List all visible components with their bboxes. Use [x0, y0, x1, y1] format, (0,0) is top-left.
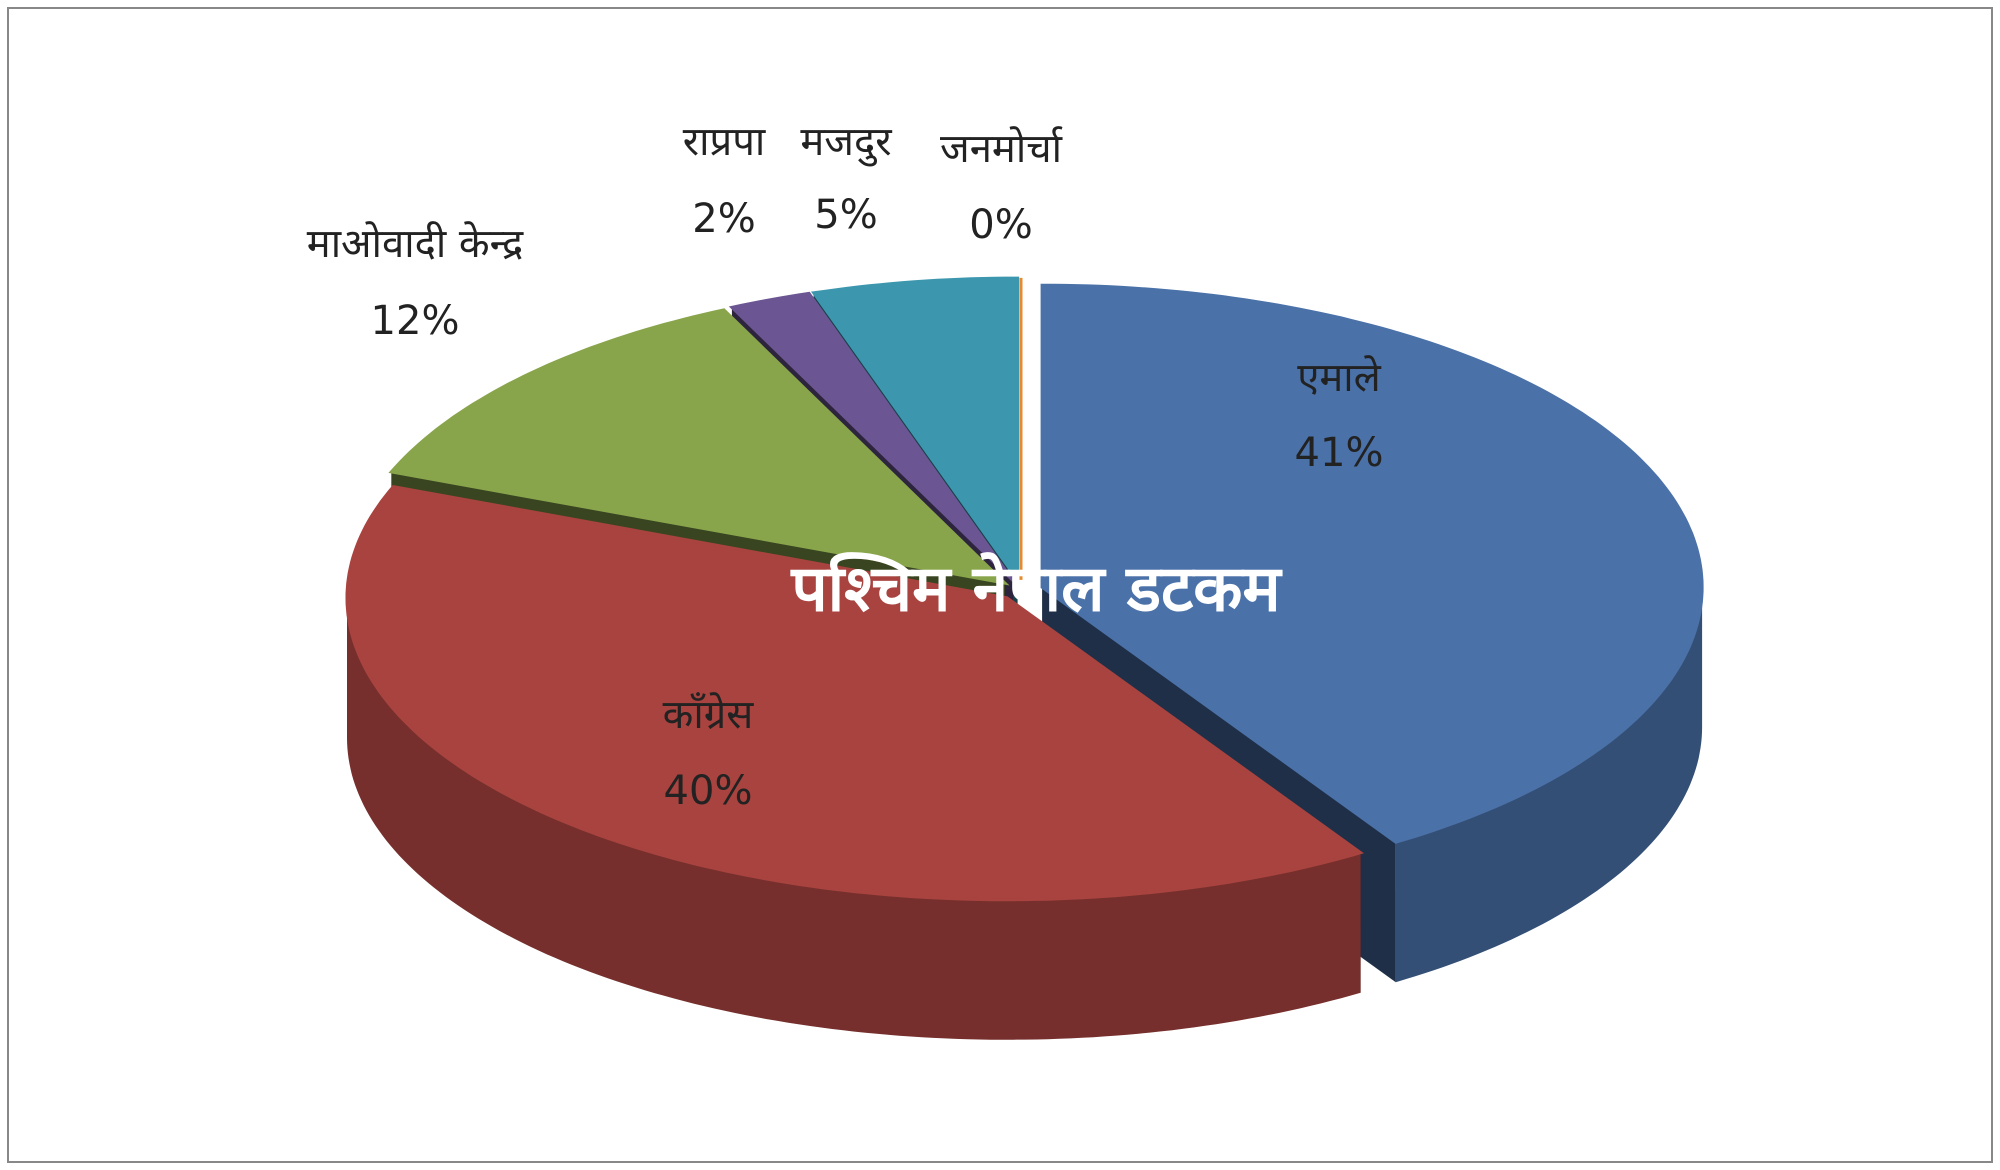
slice-label: राप्रपा: [683, 119, 766, 165]
pie: [345, 276, 1704, 1040]
value-label: 5%: [814, 192, 877, 238]
slice-label: एमाले: [1297, 355, 1381, 401]
value-label: 12%: [371, 298, 460, 344]
slice-outer-wall: [1395, 587, 1703, 983]
value-label: 41%: [1295, 430, 1384, 476]
value-label: 40%: [664, 768, 753, 814]
value-label: 0%: [969, 202, 1032, 248]
value-label: 2%: [692, 196, 755, 242]
slice-outer-wall: [347, 597, 1361, 1040]
slice-top: [728, 291, 1015, 582]
slice-label: मजदुर: [800, 119, 892, 167]
pie-slice: [345, 484, 1364, 1040]
slice-label: काँग्रेस: [663, 692, 755, 738]
slice-top: [345, 484, 1364, 902]
labels: एमाले 41% काँग्रेस 40% माओवादी केन्द्र 12% राप…: [307, 119, 1384, 814]
slice-label: माओवादी केन्द्र: [307, 221, 524, 267]
slice-top: [1040, 283, 1704, 844]
slice-top: [388, 308, 1010, 586]
slice-top: [810, 276, 1020, 585]
watermark: पश्चिम नेपाल डटकम: [790, 552, 1283, 627]
slice-label: जनमोर्चा: [940, 126, 1063, 172]
